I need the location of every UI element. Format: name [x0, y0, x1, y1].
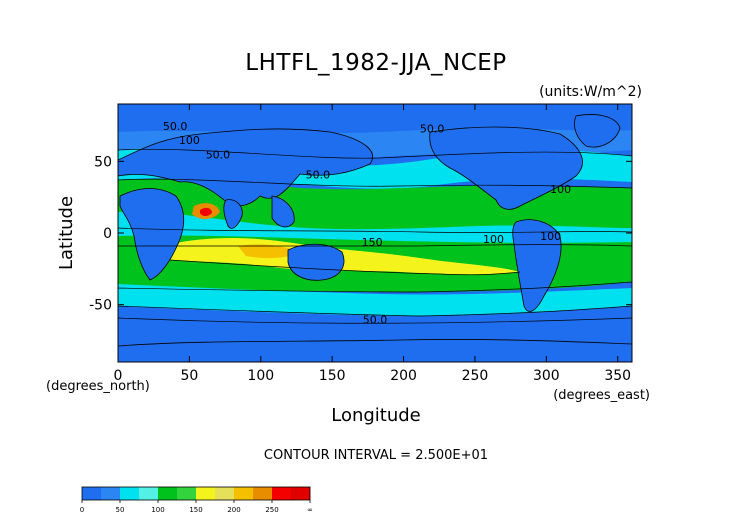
y-tick-label: 0	[103, 226, 112, 242]
x-axis: 0 50 100 150 200 250 300 350	[114, 104, 631, 384]
x-tick-label: 300	[533, 368, 560, 384]
colorbar-swatch	[215, 487, 235, 500]
x-tick-label: 200	[390, 368, 417, 384]
land-greenland	[574, 114, 621, 148]
x-tick-label: 350	[604, 368, 631, 384]
y-axis-label: Latitude	[56, 196, 77, 270]
colorbar-swatch	[177, 487, 197, 500]
colorbar-label: 50	[116, 506, 125, 514]
land-australia	[287, 243, 345, 281]
colorbar-swatch	[234, 487, 254, 500]
field-south-orange	[238, 244, 300, 259]
contour-label: 150	[362, 236, 383, 249]
contour-line	[117, 227, 633, 233]
field-south-cyan	[118, 284, 632, 316]
colorbar-swatch	[253, 487, 273, 500]
x-tick-label: 50	[180, 368, 198, 384]
contour-interval-label: CONTOUR INTERVAL = 2.500E+01	[264, 448, 488, 463]
x-unit-label: (degrees_east)	[553, 388, 650, 403]
colorbar-swatch	[291, 487, 311, 500]
land-africa	[119, 188, 185, 281]
colorbar: 0 50 100 150 200 250 ∞	[80, 486, 313, 514]
contour-label: 100	[483, 233, 504, 246]
contour-line	[117, 305, 633, 317]
colorbar-swatch	[196, 487, 216, 500]
contour-lines	[117, 148, 633, 324]
contour-line	[117, 148, 633, 159]
contour-line	[169, 259, 521, 276]
y-axis: -50 0 50	[89, 154, 632, 314]
land-southeast-asia	[271, 195, 295, 228]
colorbar-label: 0	[80, 506, 84, 514]
colorbar-swatch	[272, 487, 292, 500]
contour-label: 50.0	[206, 148, 231, 161]
contour-label: 50.0	[420, 123, 445, 136]
x-axis-label: Longitude	[331, 405, 421, 426]
colorbar-swatch	[101, 487, 121, 500]
x-tick-label: 100	[247, 368, 274, 384]
colorbar-swatch	[120, 487, 140, 500]
colorbar-swatch	[139, 487, 159, 500]
colorbar-label: 150	[189, 506, 202, 514]
y-tick-label: -50	[89, 298, 112, 314]
colorbar-swatch	[158, 487, 178, 500]
contour-line	[117, 317, 633, 324]
colorbar-label: 100	[151, 506, 164, 514]
colorbar-label: 250	[265, 506, 278, 514]
contour-line	[117, 281, 633, 293]
contour-line	[117, 244, 633, 247]
land-eurasia	[117, 128, 373, 207]
x-tick-label: 150	[319, 368, 346, 384]
contour-line	[117, 178, 633, 189]
units-label: (units:W/m^2)	[539, 84, 642, 100]
colorbar-label: ∞	[307, 506, 313, 514]
colorbar-label: 200	[227, 506, 240, 514]
land-north-america	[429, 126, 583, 210]
landmasses	[117, 114, 633, 363]
contour-label: 50.0	[163, 120, 188, 133]
contour-label: 50.0	[306, 169, 331, 182]
colorbar-swatch	[82, 487, 102, 500]
land-antarctica	[117, 339, 633, 363]
contour-label: 100	[540, 230, 561, 243]
x-tick-label: 250	[462, 368, 489, 384]
contour-label: 100	[550, 183, 571, 196]
x-tick-label: 0	[114, 368, 123, 384]
y-unit-label: (degrees_north)	[46, 379, 150, 394]
field-arabian-red	[200, 207, 212, 216]
land-india	[223, 199, 243, 229]
y-tick-label: 50	[94, 154, 112, 170]
contour-label: 100	[179, 134, 200, 147]
contour-label: 50.0	[363, 313, 388, 326]
chart-title: LHTFL_1982-JJA_NCEP	[245, 50, 506, 76]
